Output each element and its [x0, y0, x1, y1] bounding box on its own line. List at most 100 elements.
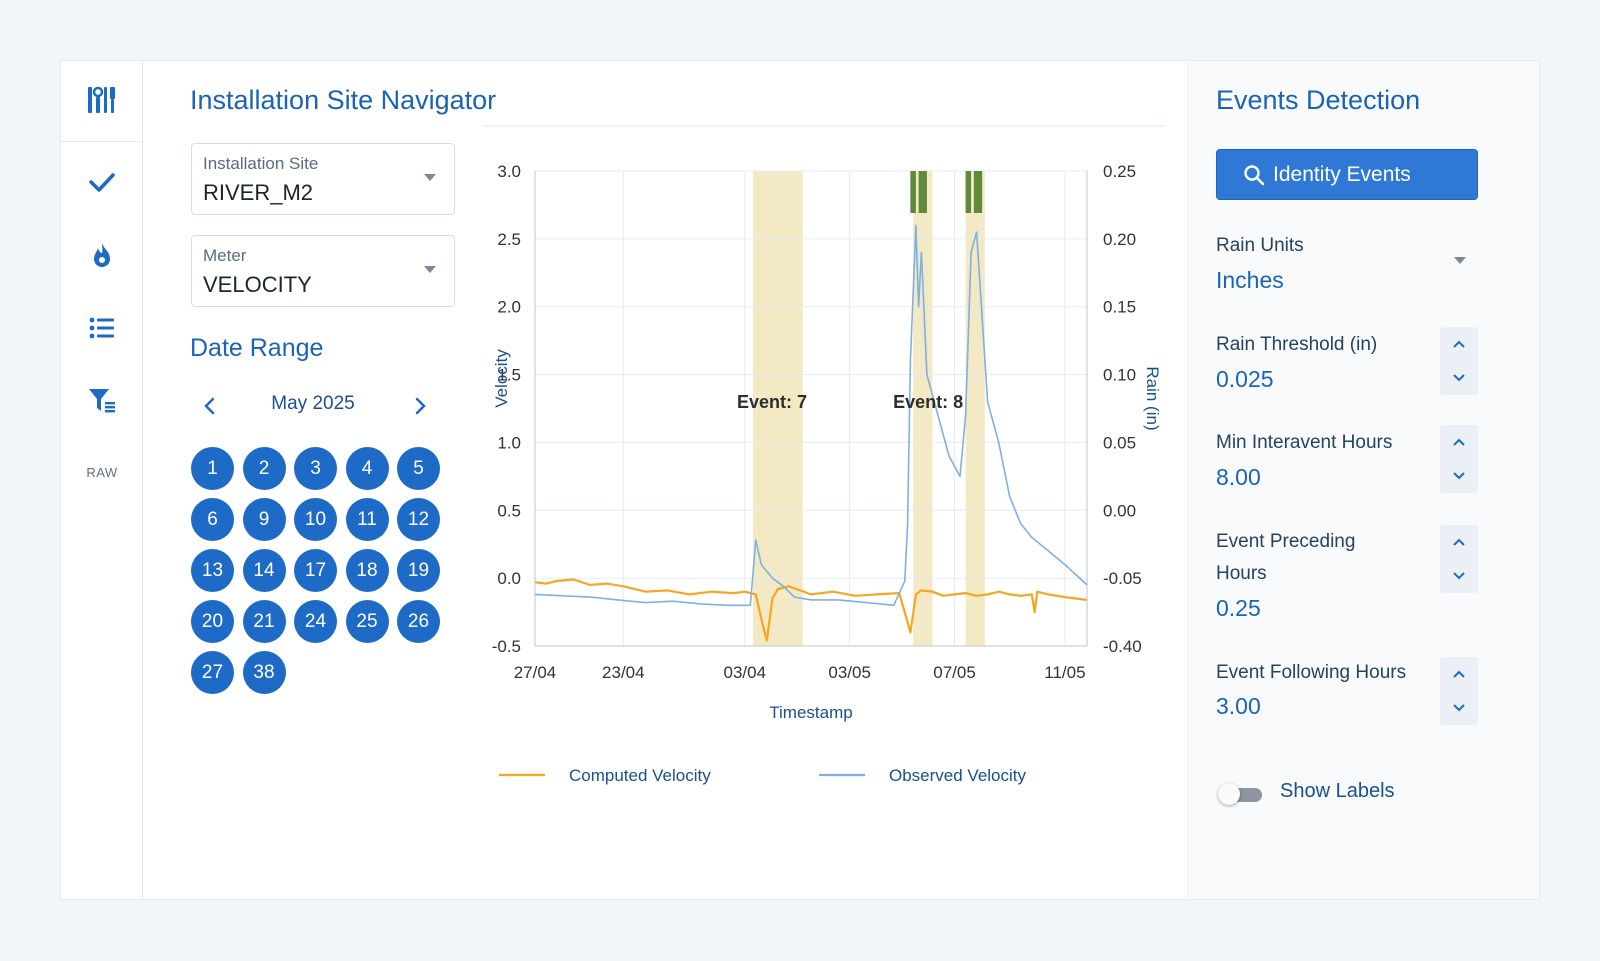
- flame-icon[interactable]: [87, 241, 117, 271]
- calendar-day[interactable]: 24: [294, 600, 337, 643]
- y-tick-label: 3.0: [497, 162, 521, 181]
- events-detection-panel: Events Detection Identity Events Rain Un…: [1187, 61, 1539, 899]
- rain-threshold-stepper[interactable]: [1440, 327, 1478, 395]
- calendar-day[interactable]: 5: [397, 447, 440, 490]
- min-interevent-label: Min Interavent Hours: [1216, 432, 1393, 453]
- y2-tick-label: 0.10: [1103, 366, 1136, 385]
- calendar-day[interactable]: 19: [397, 549, 440, 592]
- installation-site-label: Installation Site: [203, 154, 319, 173]
- calendar-day[interactable]: 4: [345, 447, 389, 490]
- chevron-up-icon: [1453, 670, 1465, 678]
- rain-bar: [918, 171, 927, 213]
- decrement-button[interactable]: [1440, 459, 1478, 493]
- event-preceding-value[interactable]: 0.25: [1216, 595, 1261, 621]
- toggle-knob: [1218, 783, 1240, 805]
- x-tick-label: 03/05: [828, 663, 871, 682]
- decrement-button[interactable]: [1440, 361, 1478, 395]
- calendar-day[interactable]: 2: [242, 447, 286, 490]
- min-interevent-stepper[interactable]: [1440, 425, 1478, 493]
- rain-units-value[interactable]: Inches: [1216, 267, 1284, 293]
- meter-value: VELOCITY: [203, 272, 312, 297]
- chevron-left-icon: [204, 397, 215, 415]
- y-tick-label: 0.0: [497, 569, 521, 588]
- chevron-down-icon[interactable]: [1454, 257, 1466, 264]
- meter-select[interactable]: Meter VELOCITY: [191, 235, 455, 307]
- increment-button[interactable]: [1440, 657, 1478, 691]
- calendar-day[interactable]: 6: [191, 498, 234, 541]
- event-following-stepper[interactable]: [1440, 657, 1478, 725]
- installation-site-select[interactable]: Installation Site RIVER_M2: [191, 143, 455, 215]
- tools-icon: [88, 86, 115, 113]
- chevron-down-icon: [1453, 374, 1465, 382]
- show-labels-toggle[interactable]: [1218, 783, 1262, 805]
- identify-events-button[interactable]: Identity Events: [1216, 149, 1478, 200]
- filter-list-icon[interactable]: [87, 385, 117, 415]
- event-preceding-stepper[interactable]: [1440, 525, 1478, 593]
- chevron-up-icon: [1453, 438, 1465, 446]
- y2-tick-label: -0.40: [1103, 637, 1142, 656]
- event-band: [965, 171, 985, 646]
- calendar-day[interactable]: 11: [345, 498, 389, 541]
- logo[interactable]: [61, 61, 143, 142]
- y-tick-label: -0.5: [492, 637, 521, 656]
- event-preceding-label: Event Preceding: [1216, 531, 1356, 552]
- calendar-day[interactable]: 20: [191, 600, 234, 643]
- decrement-button[interactable]: [1440, 559, 1478, 593]
- event-preceding-label-line2: Hours: [1216, 563, 1267, 584]
- chevron-up-icon: [1453, 340, 1465, 348]
- increment-button[interactable]: [1440, 327, 1478, 361]
- rain-bar: [973, 171, 983, 213]
- prev-month-button[interactable]: [195, 391, 225, 421]
- y-tick-label: 1.0: [497, 433, 521, 452]
- x-tick-label: 27/04: [514, 663, 557, 682]
- show-labels-label: Show Labels: [1280, 780, 1395, 802]
- event-band: [753, 171, 803, 646]
- chevron-down-icon: [1453, 472, 1465, 480]
- calendar-day[interactable]: 25: [345, 600, 389, 643]
- y-axis-label: Velocity: [492, 349, 511, 408]
- calendar-day[interactable]: 10: [294, 498, 337, 541]
- chevron-down-icon: [424, 266, 436, 273]
- calendar-day[interactable]: 12: [397, 498, 440, 541]
- calendar-day[interactable]: 1: [191, 447, 234, 490]
- calendar-day[interactable]: 21: [242, 600, 286, 643]
- calendar-day[interactable]: 18: [345, 549, 389, 592]
- x-tick-label: 23/04: [602, 663, 645, 682]
- calendar-day[interactable]: 14: [242, 549, 286, 592]
- meter-label: Meter: [203, 246, 247, 265]
- calendar-day[interactable]: 9: [242, 498, 286, 541]
- rain-bar: [965, 171, 972, 213]
- calendar-day[interactable]: 27: [191, 651, 234, 694]
- date-range-title: Date Range: [190, 334, 324, 362]
- chevron-up-icon: [1453, 538, 1465, 546]
- check-icon[interactable]: [87, 167, 117, 197]
- rain-threshold-label: Rain Threshold (in): [1216, 334, 1378, 355]
- next-month-button[interactable]: [405, 391, 435, 421]
- calendar-day[interactable]: 38: [242, 651, 286, 694]
- legend-label: Observed Velocity: [889, 766, 1027, 785]
- calendar-day[interactable]: 13: [191, 549, 234, 592]
- increment-button[interactable]: [1440, 425, 1478, 459]
- y2-tick-label: 0.05: [1103, 433, 1136, 452]
- y-tick-label: 0.5: [497, 501, 521, 520]
- x-tick-label: 03/04: [723, 663, 766, 682]
- series-line: [534, 578, 1088, 642]
- y2-tick-label: -0.05: [1103, 569, 1142, 588]
- rain-units-label: Rain Units: [1216, 235, 1304, 256]
- rain-bar: [910, 171, 916, 213]
- app-window: RAW Installation Site Navigator Installa…: [60, 60, 1540, 900]
- min-interevent-value[interactable]: 8.00: [1216, 464, 1261, 490]
- event-following-value[interactable]: 3.00: [1216, 693, 1261, 719]
- list-icon[interactable]: [87, 313, 117, 343]
- increment-button[interactable]: [1440, 525, 1478, 559]
- decrement-button[interactable]: [1440, 691, 1478, 725]
- calendar-day[interactable]: 26: [397, 600, 440, 643]
- raw-label[interactable]: RAW: [86, 465, 118, 480]
- series-line: [534, 224, 1088, 607]
- rain-threshold-value[interactable]: 0.025: [1216, 366, 1274, 392]
- calendar-day[interactable]: 17: [294, 549, 337, 592]
- calendar-month: May 2025: [271, 393, 355, 414]
- y2-tick-label: 0.20: [1103, 230, 1136, 249]
- calendar-day[interactable]: 3: [294, 447, 337, 490]
- chevron-down-icon: [1453, 704, 1465, 712]
